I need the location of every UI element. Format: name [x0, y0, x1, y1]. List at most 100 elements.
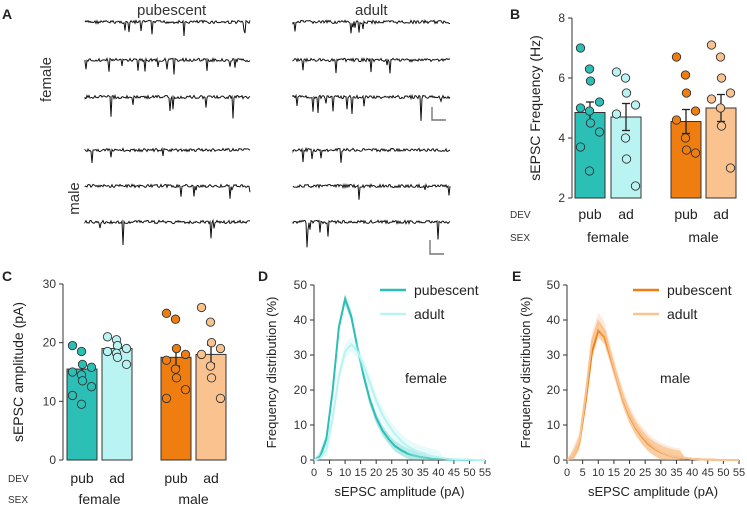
x-tick-label: 40 [432, 467, 444, 479]
data-point [575, 142, 586, 152]
data-point [171, 373, 182, 383]
scale-bar-female [431, 107, 446, 121]
x-tick-label: 50 [463, 467, 475, 479]
data-point [620, 73, 631, 83]
data-point [671, 115, 682, 125]
data-point [206, 338, 217, 348]
scale-bar-male [429, 240, 444, 255]
data-point [575, 43, 586, 53]
data-point [690, 148, 701, 158]
x-tick-label: 10 [592, 467, 604, 479]
x-tick-label: 35 [670, 467, 682, 479]
x-tick-label: 55 [733, 467, 745, 479]
data-point [67, 367, 78, 377]
data-point [215, 343, 226, 354]
trace-row-4-col-1 [292, 182, 451, 200]
data-point [681, 88, 692, 98]
data-point [77, 376, 88, 386]
data-point [584, 166, 595, 176]
legend-label-adult: adult [414, 306, 444, 322]
data-point [180, 384, 191, 395]
y-tick-label: 40 [547, 313, 561, 327]
y-tick-label: 40 [294, 313, 308, 327]
trace-row-1-col-1 [292, 57, 451, 74]
data-point [621, 154, 632, 164]
x-tick-label: 55 [479, 467, 491, 479]
data-point [584, 64, 595, 74]
panel-letter-d: D [258, 268, 269, 284]
trace-row-5-col-0 [84, 218, 251, 246]
bar-male-ad [195, 353, 227, 461]
data-point [121, 343, 132, 354]
data-point [161, 308, 172, 318]
data-point [86, 362, 97, 372]
sex-label-female: female [78, 491, 120, 505]
data-point [680, 70, 691, 80]
data-point [206, 373, 217, 383]
band-adult [567, 313, 739, 460]
x-tick-label: 50 [717, 467, 729, 479]
data-point [725, 163, 736, 173]
panel-letter-b: B [510, 6, 521, 22]
y-tick-label: 10 [294, 418, 308, 432]
subplot-label: male [660, 370, 691, 386]
data-point [102, 332, 113, 342]
data-point [76, 399, 87, 409]
data-point [706, 94, 717, 104]
y-tick-label: 0 [49, 453, 56, 467]
y-tick-label: 20 [43, 336, 57, 350]
data-point [77, 359, 88, 370]
dev-row-label: DEV [510, 210, 531, 221]
data-point [121, 359, 132, 370]
subplot-label: female [405, 370, 447, 386]
sex-label-female: female [587, 229, 629, 245]
data-point [205, 361, 216, 371]
sex-label-male: male [178, 491, 209, 505]
data-point [112, 352, 123, 362]
y-tick-label: 0 [300, 453, 307, 467]
x-tick-label: 20 [370, 467, 382, 479]
y-tick-label: 4 [558, 131, 565, 145]
data-point [594, 97, 605, 107]
data-point [594, 127, 605, 137]
y-axis-label: sEPSC amplitude (pA) [10, 302, 26, 442]
y-tick-label: 6 [558, 71, 565, 85]
data-point [215, 393, 226, 404]
data-point [706, 40, 717, 50]
data-point [86, 382, 97, 392]
data-point [171, 343, 182, 354]
band-adult [314, 337, 485, 460]
dev-label-pub: pub [578, 206, 602, 222]
x-tick-label: 25 [386, 467, 398, 479]
data-point [170, 314, 181, 324]
y-axis-label: sEPSC Frequency (Hz) [527, 35, 543, 180]
x-tick-label: 0 [564, 467, 570, 479]
x-axis-label: sEPSC amplitude (pA) [588, 484, 718, 499]
trace-row-4-col-0 [84, 183, 251, 199]
data-point [716, 121, 727, 131]
trace-row-0-col-1 [292, 19, 451, 34]
data-point [620, 133, 631, 143]
dev-label-ad: ad [618, 206, 634, 222]
trace-row-2-col-1 [292, 93, 451, 121]
dev-label-ad: ad [203, 470, 219, 486]
dev-label-pub: pub [674, 206, 698, 222]
data-point [196, 302, 207, 313]
data-point [575, 103, 586, 113]
dev-row-label: DEV [8, 474, 29, 485]
data-point [630, 181, 641, 191]
x-tick-label: 10 [339, 467, 351, 479]
x-tick-label: 0 [311, 467, 317, 479]
x-tick-label: 30 [401, 467, 413, 479]
x-tick-label: 35 [417, 467, 429, 479]
data-point [716, 73, 727, 83]
data-point [102, 346, 113, 357]
y-tick-label: 30 [294, 348, 308, 362]
data-point [585, 76, 596, 86]
data-point [621, 88, 632, 98]
trace-header-pubescent: pubescent [137, 2, 207, 19]
y-tick-label: 0 [553, 453, 560, 467]
